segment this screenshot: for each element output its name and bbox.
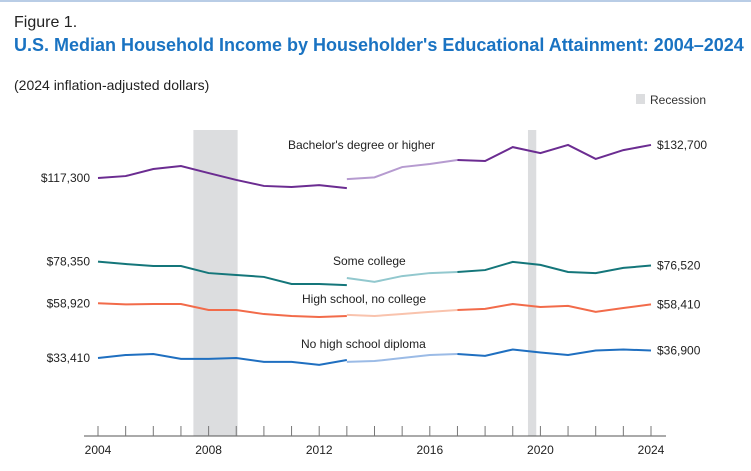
x-tick-label: 2012 [306,443,333,457]
x-tick-label: 2020 [527,443,554,457]
start-value-label: $33,410 [47,351,91,365]
end-value-label: $76,520 [657,259,701,273]
recession-band [193,130,238,436]
series-name-label: No high school diploma [301,337,426,351]
series-line-1-redesign [346,270,458,283]
series-line-0-early [97,164,347,190]
chart-subtitle: (2024 inflation-adjusted dollars) [14,77,210,93]
top-border [0,0,751,2]
series-line-1-early [97,260,347,287]
chart-title: U.S. Median Household Income by Househol… [14,35,744,55]
series-line-3-redesign [346,352,458,363]
series-line-0-redesign [346,158,458,181]
start-value-label: $58,920 [47,296,91,310]
end-value-label: $36,900 [657,344,701,358]
end-value-label: $132,700 [657,138,707,152]
start-value-label: $78,350 [47,255,91,269]
series-name-label: Some college [333,254,406,268]
series-line-0-late [457,143,652,163]
series-name-label: Bachelor's degree or higher [288,138,435,152]
series-line-2-late [457,302,652,313]
x-tick-label: 2016 [416,443,443,457]
x-tick-label: 2004 [85,443,112,457]
series-line-2-early [97,302,347,319]
recession-band [527,130,537,436]
series-line-3-late [457,348,652,357]
figure-label: Figure 1. [14,14,78,31]
end-value-label: $58,410 [657,297,701,311]
series-line-2-redesign [346,308,458,317]
series-line-3-early [97,352,348,366]
series-line-1-late [457,260,652,275]
series-name-label: High school, no college [302,292,426,306]
x-tick-label: 2024 [638,443,665,457]
legend-label-recession: Recession [650,93,706,107]
x-tick-label: 2008 [195,443,222,457]
legend-swatch-recession [636,94,645,104]
start-value-label: $117,300 [41,171,90,185]
